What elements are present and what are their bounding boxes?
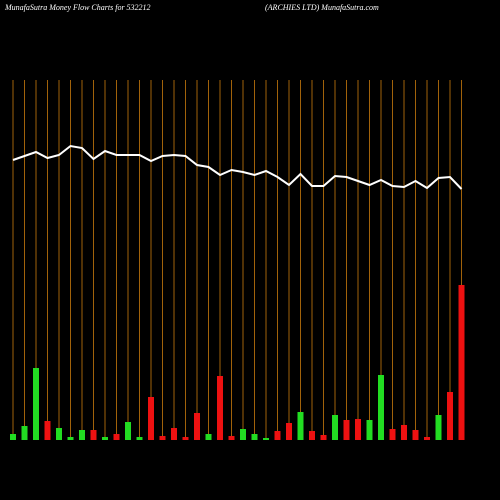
bar bbox=[320, 435, 327, 440]
bar bbox=[389, 429, 396, 440]
bar bbox=[309, 431, 315, 440]
bar bbox=[412, 430, 419, 440]
bar bbox=[182, 437, 189, 440]
bar bbox=[274, 431, 281, 440]
bar bbox=[159, 436, 166, 440]
bar bbox=[148, 397, 154, 440]
bar bbox=[67, 437, 74, 440]
bar bbox=[355, 419, 361, 440]
bar bbox=[79, 430, 85, 440]
bar bbox=[251, 434, 258, 440]
bar bbox=[125, 422, 131, 440]
bar bbox=[21, 426, 28, 440]
bar bbox=[217, 376, 223, 440]
bar bbox=[90, 430, 97, 440]
bar bbox=[343, 420, 350, 440]
bar bbox=[286, 423, 292, 440]
chart-subtitle: (ARCHIES LTD) MunafaSutra.com bbox=[265, 3, 379, 12]
bar bbox=[205, 434, 212, 440]
bar bbox=[424, 437, 430, 440]
bar bbox=[102, 437, 108, 440]
bar bbox=[297, 412, 304, 440]
bar bbox=[447, 392, 453, 440]
bar bbox=[240, 429, 246, 440]
bar bbox=[113, 434, 120, 440]
bar bbox=[228, 436, 235, 440]
bar bbox=[401, 425, 407, 440]
bar bbox=[458, 285, 465, 440]
bar bbox=[44, 421, 51, 440]
bar bbox=[435, 415, 442, 440]
bar bbox=[33, 368, 39, 440]
bar bbox=[194, 413, 200, 440]
bar bbox=[136, 437, 143, 440]
chart-title: MunafaSutra Money Flow Charts for 532212 bbox=[4, 3, 151, 12]
money-flow-line bbox=[12, 144, 463, 190]
bar bbox=[10, 434, 16, 440]
bar bbox=[332, 415, 338, 440]
bar bbox=[56, 428, 62, 440]
bar bbox=[378, 375, 384, 440]
bar bbox=[263, 438, 269, 440]
bar bbox=[366, 420, 373, 440]
bar bbox=[171, 428, 177, 440]
